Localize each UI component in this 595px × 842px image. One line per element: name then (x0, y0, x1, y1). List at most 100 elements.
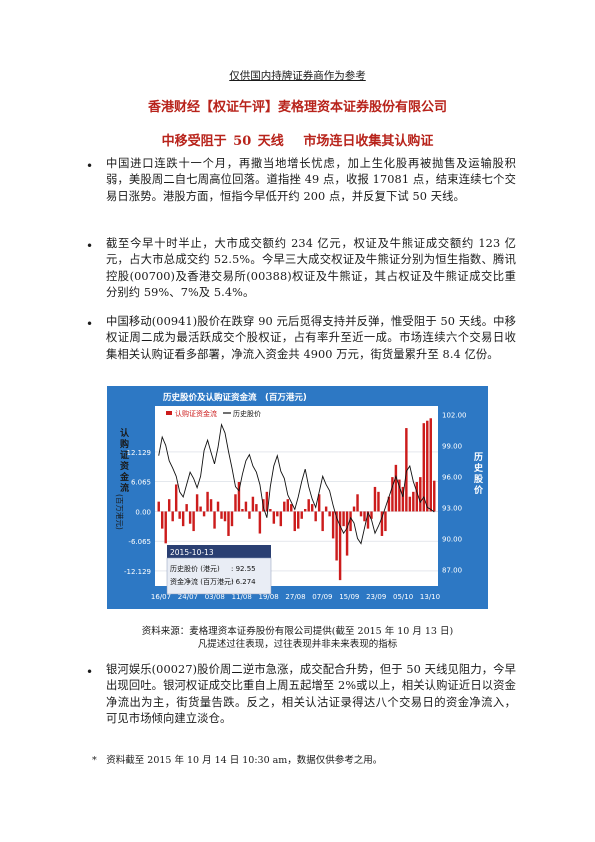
paragraph-turnover: 截至今早十时半止，大市成交额约 234 亿元，权证及牛熊证成交额约 123 亿元… (106, 237, 516, 300)
flow-bar (401, 486, 405, 512)
x-tick-label: 19/08 (259, 593, 279, 601)
tooltip-body (166, 557, 272, 595)
right-axis-label: 历史股价 (474, 452, 484, 496)
flow-bar (244, 501, 248, 512)
left-tick-label: 12.129 (127, 449, 152, 457)
legend-flow-swatch (166, 411, 172, 415)
flow-bar (195, 494, 199, 512)
tooltip-date-bg (167, 545, 271, 558)
flow-bar (283, 501, 286, 512)
flow-bar (265, 491, 269, 512)
chart-source-caption: 资料来源：麦格理资本证券股份有限公司提供(截至 2015 年 10 月 13 日… (141, 626, 454, 637)
flow-bar (255, 504, 258, 512)
grid-layer (155, 451, 438, 572)
flow-bar (220, 511, 223, 519)
flow-bar (352, 506, 356, 512)
flow-bar (213, 511, 216, 529)
flow-bar (380, 511, 384, 536)
flow-bar (419, 477, 422, 512)
flow-bar (251, 496, 255, 512)
legend-price-label: 历史股价 (233, 409, 261, 418)
reference-notice: 仅供国内持牌证券商作为参考 (229, 70, 366, 82)
legend-flow-label: 认购证资金流 (175, 409, 217, 418)
flow-bar (297, 511, 300, 529)
left-axis-label: 认购证资金流 (119, 427, 130, 494)
flow-bar (359, 511, 363, 517)
flow-bar (206, 491, 209, 512)
x-tick-label: 23/09 (366, 593, 386, 601)
left-tick-label: -6.065 (128, 538, 151, 546)
svg-text:历史股价: 历史股价 (474, 452, 484, 496)
flow-bar (185, 504, 188, 512)
bullet-icon: • (86, 159, 94, 173)
paragraph-china-mobile: 中国移动(00941)股价在跌穿 90 元后觅得支持并反弹，惟受阻于 50 天线… (106, 315, 516, 361)
chart-disclaimer-caption: 凡提述过往表现，过往表现并非未来表现的指标 (197, 639, 398, 650)
flow-bar (174, 484, 178, 512)
flow-bar (345, 511, 349, 556)
right-tick-label: 87.00 (442, 566, 462, 574)
flow-bar (324, 506, 328, 512)
left-axis-unit: (百万港元) (115, 494, 125, 530)
flow-bar (373, 486, 377, 512)
flow-bar (234, 494, 237, 512)
flow-bar (300, 511, 303, 519)
x-tick-label: 11/08 (232, 593, 252, 601)
report-title: 香港财经【权证午评】麦格理资本证券股份有限公司 (147, 100, 447, 115)
flow-bar (363, 511, 366, 522)
flow-bar (377, 491, 380, 512)
flow-bar (426, 420, 429, 512)
right-tick-label: 90.00 (442, 535, 462, 543)
flow-bar (405, 428, 408, 512)
flow-bar (335, 511, 338, 561)
x-tick-label: 07/09 (312, 593, 332, 601)
flow-bar (387, 496, 391, 512)
x-tick-label: 13/10 (420, 593, 440, 601)
flow-bar (167, 499, 171, 512)
x-tick-labels: 16/07 24/07 03/08 11/08 19/08 27/08 07/09 15/09… (151, 593, 440, 601)
flow-bar (293, 511, 296, 532)
flow-bar (408, 496, 412, 512)
x-tick-label: 03/08 (205, 593, 225, 601)
paragraph-galaxy: 银河娱乐(00027)股价周二逆市急涨，成交配合升势，但于 50 天线见阻力，今… (106, 663, 516, 726)
flow-bar (317, 494, 321, 512)
chart-header-title: 历史股价及认购证资金流 (百万港元) (163, 392, 307, 403)
flow-bar (192, 511, 195, 532)
left-tick-labels: 12.129 6.065 0.00 -6.065 -12.129 (124, 449, 151, 576)
bar-layer (157, 418, 436, 581)
flow-bar (384, 511, 387, 532)
flow-bar (398, 479, 401, 512)
tooltip-box: 2015-10-13 历史股价 (港元) : 92.55 资金净流 (百万港元)… (166, 545, 272, 595)
tooltip-date: 2015-10-13 (170, 548, 214, 557)
flow-bar (328, 511, 331, 517)
line-layer (158, 422, 435, 545)
flow-bar (164, 511, 167, 544)
flow-bar (366, 511, 370, 529)
flow-bar (314, 511, 317, 522)
flow-bar (391, 477, 394, 512)
flow-bar (171, 511, 174, 522)
chart-svg: 历史股价及认购证资金流 (百万港元) 认购证资金流 (百万港元) 历史股价 12… (115, 392, 484, 601)
right-tick-label: 93.00 (442, 504, 462, 512)
x-tick-label: 05/10 (393, 593, 413, 601)
left-tick-label: 6.065 (131, 479, 151, 487)
flow-bar (422, 423, 426, 512)
x-tick-label: 24/07 (178, 593, 198, 601)
flow-bar (338, 511, 342, 581)
flow-bar (157, 501, 160, 512)
bullet-icon: • (86, 239, 94, 253)
tooltip-price-value: : 92.55 (231, 565, 256, 573)
price-line (158, 422, 435, 545)
flow-bar (237, 482, 241, 512)
right-tick-labels: 102.00 99.00 96.00 93.00 90.00 87.00 (442, 411, 467, 574)
flow-bar (433, 480, 436, 512)
flow-bar (272, 511, 276, 524)
x-tick-label: 16/07 (151, 593, 171, 601)
flow-bar (394, 464, 398, 512)
flow-bar (349, 511, 352, 532)
flow-bar (356, 494, 359, 512)
flow-bar (276, 511, 279, 517)
right-tick-label: 102.00 (442, 411, 467, 419)
flow-bar (202, 511, 206, 517)
flow-bar (181, 511, 185, 527)
flow-bar (241, 508, 244, 512)
